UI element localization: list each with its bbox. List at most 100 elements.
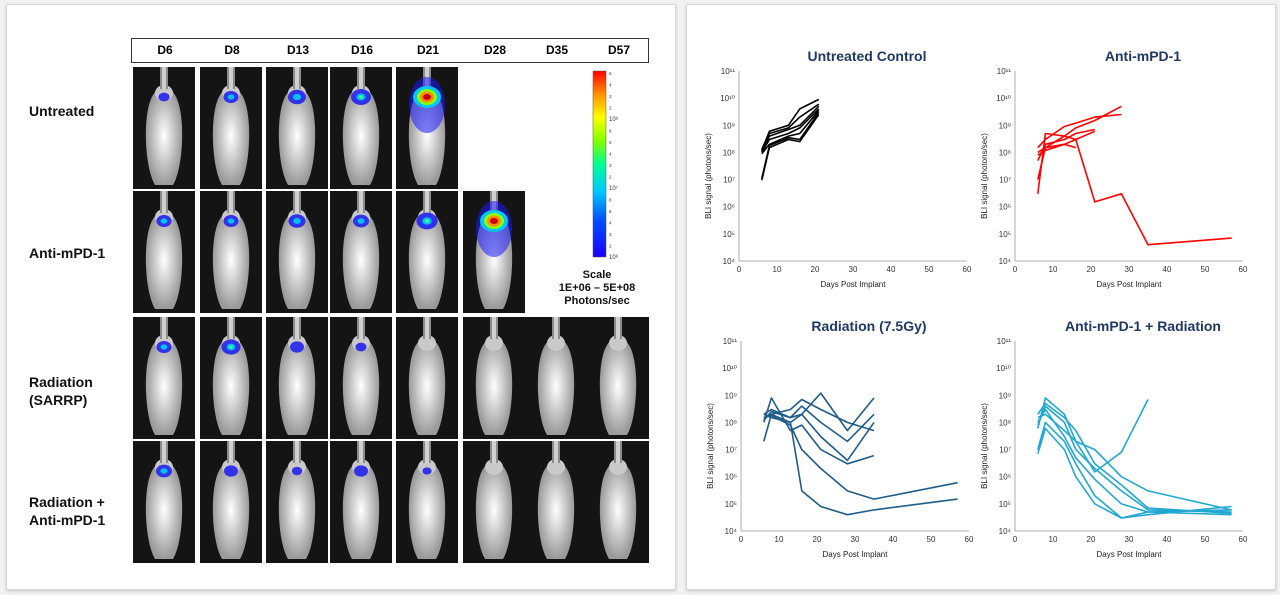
x-tick-label: 20 xyxy=(811,265,820,274)
chart-title: Untreated Control xyxy=(808,48,927,64)
scale-tick-label: 10⁷ xyxy=(609,185,618,192)
series-line-3 xyxy=(761,109,820,155)
scale-tick-label: 2 xyxy=(609,244,612,249)
chart-2: Anti-mPD-1 10⁴ 10⁵ 10⁶ 10⁷ 10⁸ 10⁹ 10¹⁰ 10¹¹ 0 10 2… xyxy=(980,48,1248,289)
x-tick-label: 60 xyxy=(965,535,974,544)
scale-tick-label: 6 xyxy=(609,209,612,214)
y-axis-label: BLI signal (photons/sec) xyxy=(980,133,989,219)
mouse-bli-image xyxy=(525,441,587,568)
chart-title: Anti-mPD-1 + Radiation xyxy=(1065,318,1221,334)
mouse-bli-image xyxy=(133,191,195,318)
y-tick-label: 10⁴ xyxy=(999,527,1012,536)
scale-tick-label: 3 xyxy=(609,94,612,99)
mouse-bli-image xyxy=(396,317,458,444)
mouse-bli-image xyxy=(525,317,587,444)
x-tick-label: 40 xyxy=(887,265,896,274)
day-label-d28: D28 xyxy=(483,43,506,57)
x-tick-label: 10 xyxy=(1049,265,1058,274)
y-tick-label: 10⁷ xyxy=(725,446,737,455)
scale-tick-label: 3 xyxy=(609,163,612,168)
y-tick-label: 10⁵ xyxy=(999,500,1011,509)
mouse-bli-image xyxy=(587,317,649,444)
scale-tick-label: 4 xyxy=(609,83,612,88)
x-tick-label: 20 xyxy=(1087,535,1096,544)
y-tick-label: 10¹¹ xyxy=(997,337,1012,346)
scale-caption-line: Photons/sec xyxy=(564,295,630,307)
x-tick-label: 0 xyxy=(1013,535,1018,544)
y-tick-label: 10¹⁰ xyxy=(722,364,737,373)
series-line-2 xyxy=(763,414,958,500)
series-line-4 xyxy=(761,108,820,153)
scale-tick-label: 10⁸ xyxy=(609,116,619,123)
series-line-4 xyxy=(1037,413,1232,511)
series-line-4 xyxy=(1037,128,1095,161)
x-tick-label: 40 xyxy=(1163,535,1172,544)
series-line-1 xyxy=(763,413,958,516)
mouse-bli-image xyxy=(463,441,525,568)
x-tick-label: 0 xyxy=(737,265,742,274)
series-line-5 xyxy=(1037,421,1232,519)
series-line-5 xyxy=(763,405,875,443)
chart-1: Untreated Control 10⁴ 10⁵ 10⁶ 10⁷ 10⁸ 10⁹ 10¹⁰ 1… xyxy=(704,48,972,289)
y-tick-label: 10⁴ xyxy=(725,527,738,536)
mouse-bli-image xyxy=(330,191,392,318)
x-axis-label: Days Post Implant xyxy=(1097,550,1163,559)
x-tick-label: 30 xyxy=(851,535,860,544)
group-label: Radiation (SARRP) xyxy=(29,374,93,408)
x-tick-label: 30 xyxy=(1125,535,1134,544)
y-tick-label: 10¹⁰ xyxy=(996,94,1011,103)
y-tick-label: 10¹¹ xyxy=(997,67,1012,76)
y-tick-label: 10⁸ xyxy=(999,418,1011,427)
mouse-bli-image xyxy=(200,441,262,568)
day-label-d21: D21 xyxy=(416,43,439,57)
x-tick-label: 50 xyxy=(1201,535,1210,544)
x-tick-label: 50 xyxy=(927,535,936,544)
y-tick-label: 10⁵ xyxy=(999,230,1011,239)
scale-gradient xyxy=(592,70,607,258)
bli-charts-panel: Untreated Control 10⁴ 10⁵ 10⁶ 10⁷ 10⁸ 10⁹ 10¹⁰ 1… xyxy=(686,4,1276,590)
scale-tick-label: 8 xyxy=(609,129,612,134)
y-tick-label: 10⁴ xyxy=(723,257,736,266)
mouse-bli-image xyxy=(396,441,458,568)
x-tick-label: 0 xyxy=(1013,265,1018,274)
mouse-bli-image xyxy=(200,191,262,318)
mouse-bli-image xyxy=(266,441,328,568)
day-label-d35: D35 xyxy=(545,43,568,57)
y-tick-label: 10⁸ xyxy=(725,418,737,427)
y-tick-label: 10⁷ xyxy=(999,176,1011,185)
x-tick-label: 50 xyxy=(1201,265,1210,274)
y-tick-label: 10⁶ xyxy=(999,203,1011,212)
x-axis-label: Days Post Implant xyxy=(1097,280,1163,289)
series-line-3 xyxy=(763,397,875,465)
x-axis-label: Days Post Implant xyxy=(823,550,889,559)
x-tick-label: 10 xyxy=(1049,535,1058,544)
y-tick-label: 10¹⁰ xyxy=(996,364,1011,373)
series-line-2 xyxy=(1037,405,1232,513)
series-line-5 xyxy=(761,105,820,152)
series-line-6 xyxy=(1037,143,1077,156)
scale-tick-label: 3 xyxy=(609,232,612,237)
x-tick-label: 0 xyxy=(739,535,744,544)
group-label: Radiation + Anti-mPD-1 xyxy=(29,494,106,528)
y-axis-label: BLI signal (photons/sec) xyxy=(706,403,715,489)
y-tick-label: 10⁹ xyxy=(723,121,735,130)
y-tick-label: 10¹¹ xyxy=(721,67,736,76)
y-tick-label: 10⁵ xyxy=(723,230,735,239)
chart-4: Anti-mPD-1 + Radiation 10⁴ 10⁵ 10⁶ 10⁷ 10⁸ 10⁹… xyxy=(980,318,1248,559)
chart-title: Radiation (7.5Gy) xyxy=(811,318,926,334)
y-tick-label: 10⁹ xyxy=(999,121,1011,130)
y-tick-label: 10⁴ xyxy=(999,257,1012,266)
series-line-7 xyxy=(763,398,875,432)
scale-tick-label: 4 xyxy=(609,152,612,157)
x-tick-label: 60 xyxy=(1239,535,1248,544)
x-tick-label: 30 xyxy=(849,265,858,274)
y-tick-label: 10⁹ xyxy=(999,391,1011,400)
y-tick-label: 10⁶ xyxy=(999,473,1011,482)
scale-caption-line: 1E+06 – 5E+08 xyxy=(558,282,636,294)
mouse-bli-image xyxy=(200,317,262,444)
x-tick-label: 50 xyxy=(925,265,934,274)
series-line-3 xyxy=(1037,105,1122,154)
mouse-bli-image xyxy=(463,317,525,444)
y-tick-label: 10⁸ xyxy=(999,148,1011,157)
x-tick-label: 10 xyxy=(773,265,782,274)
